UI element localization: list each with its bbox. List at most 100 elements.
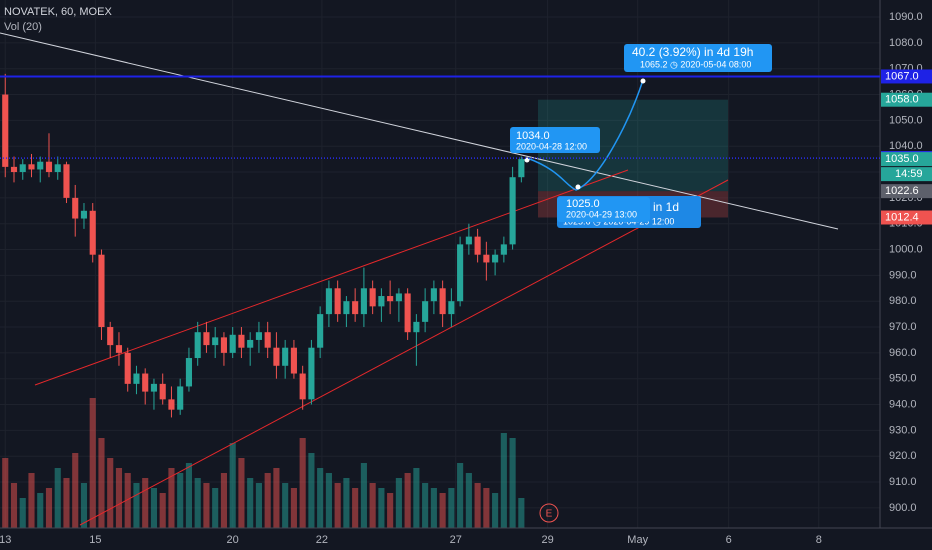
- volume-bar: [465, 473, 472, 528]
- volume-bar: [10, 483, 18, 528]
- candle-body: [317, 314, 324, 348]
- volume-bar: [509, 438, 516, 528]
- volume-bar: [439, 493, 446, 528]
- candle-body: [500, 244, 507, 255]
- volume-pane: [2, 398, 525, 528]
- volume-bar: [19, 498, 26, 528]
- volume-bar: [194, 478, 201, 528]
- volume-bar: [448, 488, 455, 528]
- volume-bar: [352, 488, 359, 528]
- candle-body: [107, 327, 114, 346]
- volume-bar: [290, 488, 297, 528]
- volume-bar: [518, 498, 525, 528]
- volume-bar: [413, 468, 420, 528]
- candle-body: [299, 373, 306, 400]
- candle-body: [185, 358, 193, 387]
- callout-text: 1034.0: [516, 130, 550, 142]
- volume-bar: [238, 458, 245, 528]
- candles: [2, 73, 525, 418]
- candle-body: [465, 236, 472, 245]
- volume-bar: [264, 473, 271, 528]
- volume-bar: [387, 493, 394, 528]
- callout-text: 2020-04-29 13:00: [566, 209, 637, 219]
- candle-body: [518, 159, 525, 178]
- price-tag-text: 1067.0: [885, 70, 919, 82]
- grid: [0, 0, 880, 528]
- price-label: [881, 184, 932, 199]
- volume-bar: [37, 493, 44, 528]
- candle-body: [89, 210, 96, 255]
- volume-bar: [124, 473, 131, 528]
- x-tick-label: 29: [541, 534, 553, 546]
- candle-body: [474, 236, 481, 255]
- candle-body: [457, 244, 464, 302]
- callout-text: 1025.0: [566, 198, 600, 210]
- volume-bar: [115, 468, 123, 528]
- candle-body: [509, 177, 516, 245]
- volume-bar: [299, 438, 306, 528]
- price-label-text: 1022.6: [885, 185, 919, 197]
- y-tick-label: 910.0: [889, 476, 917, 488]
- candle-body: [404, 293, 411, 333]
- volume-bar: [107, 458, 114, 528]
- volume-bar: [457, 463, 464, 528]
- volume-bar: [378, 488, 385, 528]
- event-text[interactable]: E: [546, 509, 553, 520]
- point: [640, 78, 646, 84]
- volume-bar: [317, 468, 324, 528]
- x-tick-label: 27: [450, 534, 462, 546]
- candle-body: [124, 352, 131, 384]
- price-tag: [881, 69, 932, 84]
- y-tick-label: 980.0: [889, 295, 917, 307]
- volume-bar: [334, 483, 341, 528]
- volume-bar: [54, 468, 61, 528]
- volume-bar: [255, 483, 262, 528]
- x-tick-label: 6: [726, 534, 732, 546]
- volume-bar: [203, 483, 210, 528]
- callout: 1025.0 2020-04-29 13:00: [557, 197, 650, 222]
- candle-body: [72, 197, 79, 219]
- volume-bar: [474, 483, 481, 528]
- volume-bar: [63, 478, 70, 528]
- candle-body: [387, 296, 394, 302]
- volume-bar: [98, 438, 105, 528]
- volume-bar: [89, 398, 96, 528]
- candle-body: [334, 288, 341, 315]
- indicator[interactable]: Vol (20): [4, 21, 42, 33]
- candle-body: [10, 166, 18, 173]
- candle-body: [150, 383, 158, 392]
- y-tick-label: 900.0: [889, 502, 917, 514]
- candle-body: [229, 334, 236, 353]
- x-tick-label: 13: [0, 534, 11, 546]
- volume-bar: [422, 483, 429, 528]
- volume-bar: [492, 493, 499, 528]
- volume-bar: [273, 468, 280, 528]
- candle-body: [212, 337, 219, 346]
- x-tick-label: May: [627, 534, 648, 546]
- event-badge[interactable]: [539, 503, 559, 523]
- volume-bar: [483, 488, 490, 528]
- candle-body: [45, 161, 53, 173]
- candle-body: [133, 373, 140, 384]
- candle-body: [290, 347, 297, 374]
- y-tick-label: 930.0: [889, 424, 917, 436]
- y-tick-label: 1090.0: [889, 11, 923, 23]
- volume-bar: [325, 473, 332, 528]
- price-label: [881, 92, 932, 107]
- callout-text: 2020-04-28 12:00: [516, 141, 587, 151]
- candle-body: [2, 94, 9, 167]
- x-tick-label: 20: [227, 534, 239, 546]
- candle-body: [98, 254, 105, 328]
- volume-bar: [430, 488, 437, 528]
- callout-text: 40.2 (3.92%) in 4d 19h: [632, 45, 753, 59]
- price-label: [881, 210, 932, 225]
- volume-bar: [282, 483, 289, 528]
- volume-bar: [2, 458, 9, 528]
- candle-body: [413, 321, 420, 333]
- volume-bar: [395, 478, 402, 528]
- channel-lower: [79, 179, 729, 526]
- candle-body: [422, 301, 429, 322]
- symbol[interactable]: NOVATEK, 60, MOEX: [4, 6, 112, 18]
- volume-bar: [212, 488, 219, 528]
